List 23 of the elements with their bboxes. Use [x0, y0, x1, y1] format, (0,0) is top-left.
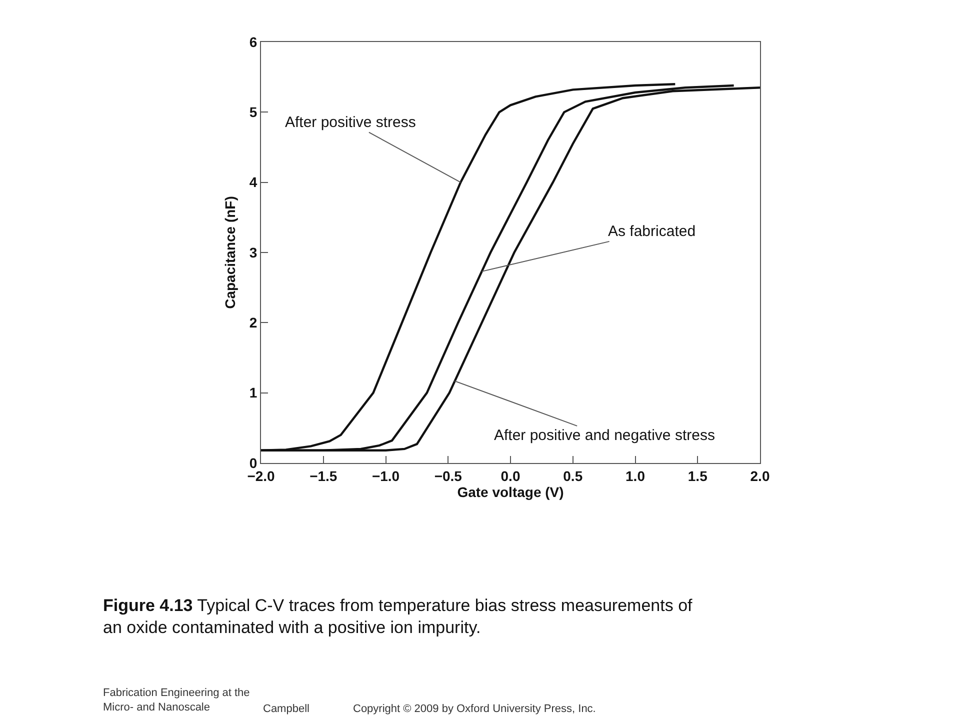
x-tick-label: 1.0 [626, 468, 646, 484]
caption: Figure 4.13 Typical C-V traces from temperature bias stress measurements of an oxide contaminated with a positive ion impurity. [103, 596, 693, 638]
x-tick-label: 2.0 [750, 468, 770, 484]
x-tick-label: −1.5 [310, 468, 338, 484]
x-tick-label: 1.5 [688, 468, 708, 484]
x-tick-label: 0.5 [563, 468, 583, 484]
y-tick-label: 1 [249, 384, 258, 401]
annotation: After positive stress [285, 114, 416, 131]
y-tick-label: 5 [249, 104, 258, 120]
annotation: As fabricated [608, 223, 696, 240]
text: Copyright © 2009 by Oxford University Press, Inc. [353, 703, 596, 715]
text: Fabrication Engineering at the Micro- and Nanoscale [103, 687, 250, 714]
y-tick-label: 3 [249, 244, 258, 260]
x-tick-label: 0.0 [500, 468, 520, 484]
y-tick-label: 2 [249, 314, 258, 331]
x-tick-label: −0.5 [434, 468, 462, 484]
y-tick-label: 4 [249, 174, 258, 190]
y-axis-title: Capacitance (nF) [222, 196, 238, 309]
annotation: After positive and negative stress [494, 427, 715, 444]
text: Campbell [263, 703, 310, 715]
x-tick-label: −1.0 [372, 468, 400, 484]
x-axis-title: Gate voltage (V) [457, 484, 564, 500]
y-tick-label: 6 [249, 34, 258, 50]
